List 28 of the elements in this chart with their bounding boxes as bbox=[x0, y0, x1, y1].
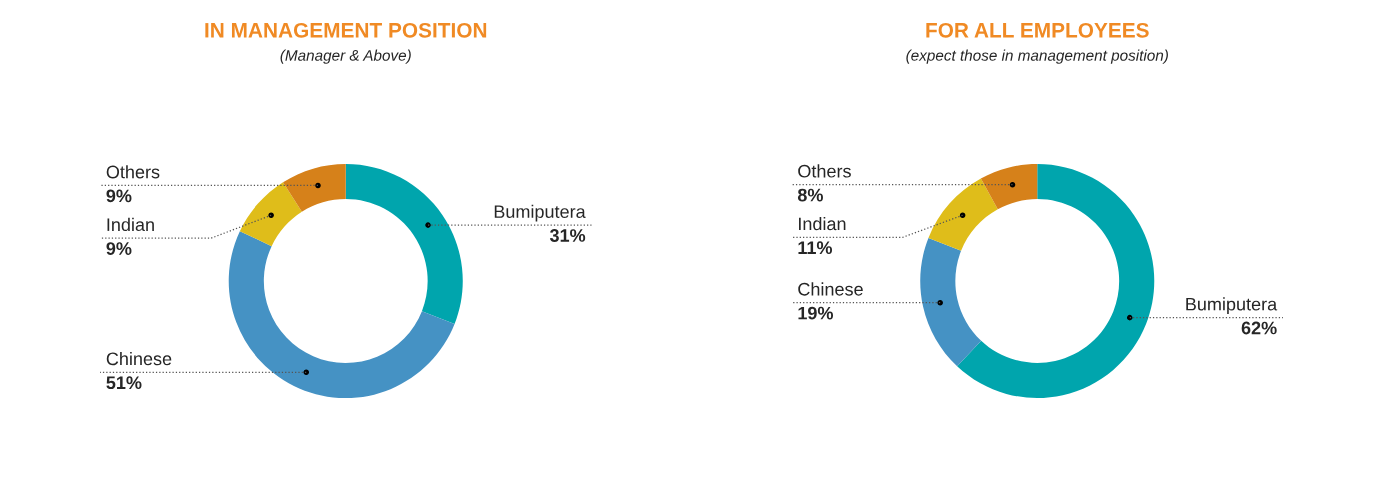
donut-slice bbox=[920, 237, 982, 367]
donut-slice bbox=[239, 182, 302, 247]
data-label: 9% bbox=[106, 242, 132, 255]
data-label: 19% bbox=[798, 306, 834, 320]
slice-label: Indian bbox=[107, 217, 154, 232]
chart-title: FOR ALL EMPLOYEES bbox=[926, 22, 1149, 38]
data-label: 31% bbox=[549, 229, 586, 242]
slice-label: Chinese bbox=[106, 351, 172, 366]
chart-subtitle: (Manager & Above) bbox=[280, 49, 411, 64]
slice-label: Others bbox=[106, 165, 160, 179]
slice-label: Others bbox=[798, 164, 851, 178]
data-label: 9% bbox=[106, 189, 132, 203]
data-label: 62% bbox=[1241, 321, 1277, 335]
data-label: 51% bbox=[106, 376, 142, 390]
donut-slice bbox=[345, 163, 463, 325]
chart-subtitle: (expect those in management position) bbox=[906, 49, 1168, 64]
donut-slice bbox=[980, 163, 1038, 210]
slice-label: Chinese bbox=[798, 282, 863, 296]
slice-label: Bumiputera bbox=[1186, 297, 1278, 315]
donut-slice bbox=[283, 163, 346, 212]
chart-title: IN MANAGEMENT POSITION bbox=[205, 22, 487, 38]
data-label: 8% bbox=[797, 188, 823, 202]
donut-slice bbox=[957, 163, 1155, 399]
slice-label: Bumiputera bbox=[494, 204, 586, 222]
donut-slice bbox=[228, 231, 455, 399]
slice-label: Indian bbox=[799, 216, 846, 231]
data-label: 11% bbox=[798, 241, 833, 255]
donut-slice bbox=[928, 178, 998, 251]
